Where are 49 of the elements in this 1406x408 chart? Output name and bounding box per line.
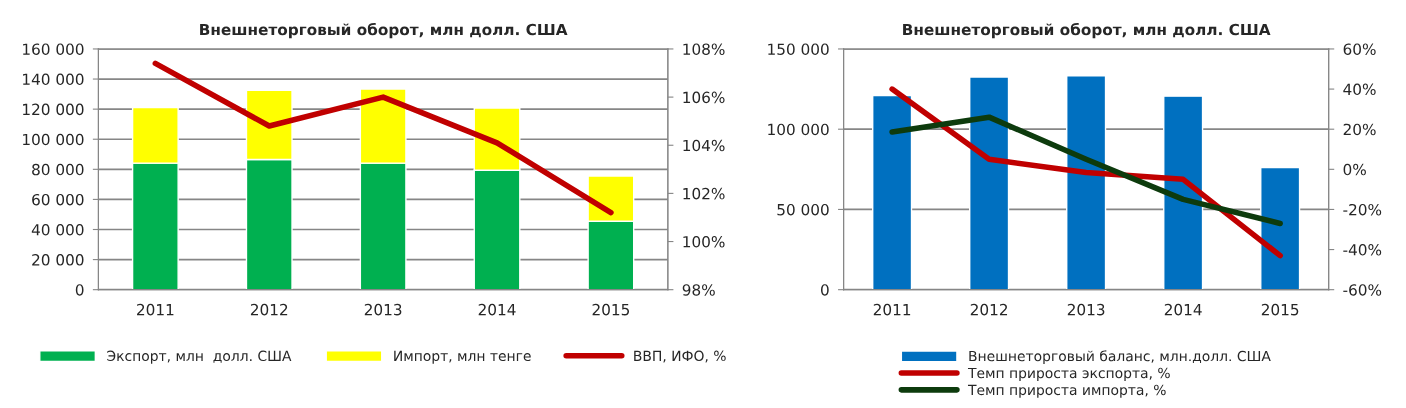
x-tick-label: 2013 (364, 303, 402, 316)
y2-tick-label: -20% (1343, 203, 1382, 216)
bar (1066, 75, 1107, 290)
x-tick-label: 2015 (1261, 303, 1299, 316)
legend-label: ВВП, ИФО, % (634, 350, 726, 363)
y2-tick-label: 0% (1343, 163, 1366, 176)
y-tick-label: 0 (821, 284, 829, 296)
y-tick-label: 100 000 (768, 123, 829, 136)
x-tick-label: 2012 (250, 303, 288, 316)
x-tick-label: 2014 (478, 303, 516, 316)
y2-tick-label: -40% (1343, 244, 1382, 256)
chart-title: Внешнеторговый оборот, млн долл. США (903, 22, 1271, 39)
x-tick-label: 2015 (592, 303, 630, 316)
legend-label: Темп прироста экспорта, % (967, 367, 1170, 381)
y-tick-label: 150 000 (768, 43, 829, 55)
legend-label: Экспорт, млн долл. США (107, 350, 292, 364)
y-tick-label: 160 000 (23, 43, 84, 55)
legend-label: Внешнеторговый баланс, млн.долл. США (969, 350, 1271, 364)
chart-title: Внешнеторговый оборот, млн долл. США (200, 22, 568, 39)
y-tick-label: 60 000 (32, 193, 84, 206)
legend-label: Импорт, млн тенге (394, 350, 531, 364)
x-tick-label: 2011 (137, 303, 174, 316)
x-tick-label: 2014 (1164, 303, 1202, 316)
y-tick-label: 20 000 (32, 254, 84, 266)
bar (1163, 95, 1204, 290)
y2-tick-label: 60% (1343, 43, 1376, 55)
y2-tick-label: 98% (682, 284, 715, 296)
y2-tick-label: 102% (683, 187, 725, 200)
x-tick-label: 2012 (970, 303, 1008, 316)
y-tick-label: 50 000 (777, 203, 829, 216)
y-tick-label: 80 000 (32, 163, 84, 176)
bar (969, 76, 1010, 290)
y-tick-label: 0 (75, 284, 84, 296)
y-tick-label: 140 000 (23, 73, 84, 86)
y2-tick-label: 104% (683, 139, 725, 152)
y2-tick-label: 100% (683, 236, 725, 248)
y2-tick-label: 106% (683, 91, 725, 104)
y2-tick-label: -60% (1343, 284, 1382, 296)
y-tick-label: 100 000 (23, 133, 84, 146)
x-tick-label: 2013 (1067, 303, 1105, 316)
bar (872, 94, 913, 290)
y2-tick-label: 108% (683, 43, 725, 55)
y2-tick-label: 20% (1343, 123, 1376, 136)
y-tick-label: 120 000 (23, 103, 84, 116)
x-tick-label: 2011 (873, 303, 911, 316)
legend-label: Темп прироста импорта, % (967, 384, 1166, 398)
bar (1260, 166, 1301, 290)
y-tick-label: 40 000 (31, 223, 84, 236)
y2-tick-label: 40% (1343, 83, 1376, 96)
